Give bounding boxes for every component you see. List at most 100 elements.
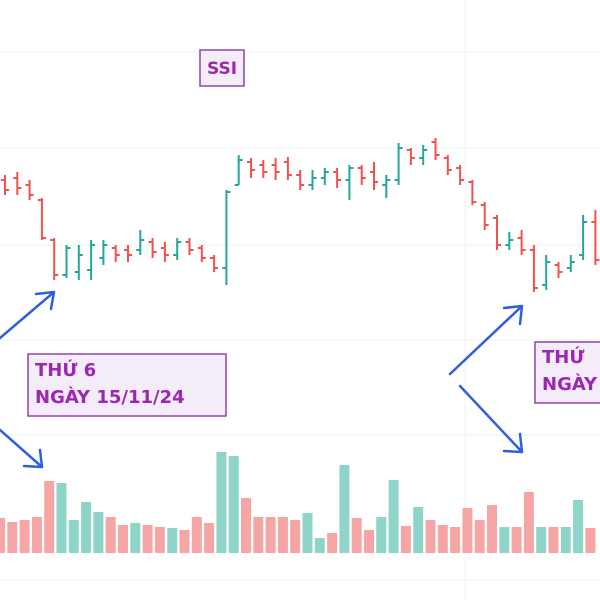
ohlc-bar bbox=[431, 138, 440, 160]
volume-bar bbox=[364, 530, 374, 553]
label-box bbox=[27, 353, 227, 417]
label-box bbox=[199, 49, 245, 87]
ohlc-bar bbox=[382, 175, 391, 198]
volume-bar bbox=[511, 527, 522, 553]
ohlc-bar bbox=[259, 160, 268, 178]
volume-bar bbox=[265, 517, 276, 553]
ohlc-bar bbox=[542, 255, 551, 290]
label-box bbox=[534, 341, 600, 404]
volume-bar bbox=[376, 517, 387, 553]
ohlc-bar bbox=[296, 170, 305, 190]
volume-bar bbox=[450, 527, 461, 553]
volume-bar bbox=[7, 522, 18, 553]
annotation: THỨ 6 NGÀY 15/11/24 bbox=[27, 353, 227, 417]
volume-bar bbox=[179, 530, 190, 553]
volume-bar bbox=[228, 456, 239, 553]
volume-bar bbox=[474, 520, 485, 553]
title-box: SSI bbox=[199, 49, 245, 87]
ohlc-bar bbox=[554, 262, 563, 278]
volume-bar bbox=[241, 498, 251, 553]
volume-bar bbox=[0, 518, 5, 553]
volume-bar bbox=[437, 525, 448, 553]
ohlc-bar bbox=[517, 230, 526, 255]
ohlc-bar bbox=[74, 245, 83, 280]
ohlc-bar bbox=[283, 157, 292, 180]
volume-bar bbox=[413, 507, 424, 553]
ohlc-bar bbox=[197, 245, 206, 262]
ohlc-bar bbox=[148, 238, 157, 258]
annotation: THỨ NGÀY bbox=[534, 341, 600, 404]
volume-bar bbox=[425, 520, 436, 553]
ohlc-bar bbox=[1, 175, 9, 195]
ohlc-bar bbox=[111, 245, 120, 262]
arrow bbox=[458, 384, 524, 454]
marks bbox=[0, 138, 600, 553]
arrows bbox=[0, 290, 524, 469]
annotation-line: NGÀY 15/11/24 bbox=[35, 386, 185, 408]
volume-bar bbox=[31, 517, 42, 553]
arrow bbox=[0, 290, 56, 340]
ohlc-bar bbox=[443, 155, 452, 175]
volume-bar bbox=[327, 533, 338, 553]
volume-bar bbox=[154, 527, 165, 553]
volume-bar bbox=[93, 512, 104, 553]
ohlc-bar bbox=[566, 255, 575, 272]
volume-bar bbox=[487, 505, 497, 553]
ohlc-bar bbox=[87, 240, 96, 280]
ohlc-bar bbox=[333, 168, 342, 188]
ohlc-bar bbox=[493, 215, 501, 250]
ohlc-bar bbox=[37, 198, 46, 240]
volume-bar bbox=[167, 528, 178, 553]
volume-bar bbox=[56, 483, 67, 553]
volume-bar bbox=[191, 517, 202, 553]
ohlc-bar bbox=[222, 190, 231, 285]
ohlc-bar bbox=[185, 238, 194, 255]
volume-bar bbox=[400, 526, 411, 553]
ohlc-bar bbox=[210, 255, 219, 272]
volume-bar bbox=[585, 528, 596, 553]
ohlc-bar bbox=[62, 245, 71, 278]
volume-bar bbox=[118, 525, 128, 553]
volume-bar bbox=[351, 518, 362, 553]
ohlc-bar bbox=[50, 238, 59, 280]
ohlc-bar bbox=[419, 145, 428, 165]
ohlc-bar bbox=[160, 242, 169, 262]
ohlc-bar bbox=[406, 148, 415, 165]
ohlc-bar bbox=[456, 165, 465, 185]
ohlc-bar bbox=[591, 210, 600, 265]
ohlc-bar bbox=[13, 172, 22, 195]
ohlc-bar bbox=[480, 202, 489, 230]
ohlc-bar bbox=[173, 238, 182, 260]
ohlc-bar bbox=[308, 170, 317, 190]
volume-bar bbox=[499, 527, 510, 553]
chart-title: SSI bbox=[207, 59, 237, 79]
volume-bar bbox=[314, 538, 325, 553]
volume-bar bbox=[290, 520, 301, 553]
volume-bar bbox=[388, 480, 399, 553]
volume-bar bbox=[573, 500, 584, 553]
volume-bar bbox=[105, 517, 116, 553]
volume-bar bbox=[216, 452, 227, 553]
ohlc-bar bbox=[529, 245, 538, 292]
volume-bar bbox=[277, 517, 288, 553]
annotation-line: THỨ 6 bbox=[35, 359, 96, 381]
ohlc-bar bbox=[271, 158, 280, 180]
ohlc-bar bbox=[136, 230, 145, 255]
ohlc-bar bbox=[505, 232, 514, 250]
ohlc-bar bbox=[99, 240, 108, 265]
volume-bar bbox=[68, 520, 79, 553]
ohlc-bar bbox=[247, 158, 255, 178]
ohlc-bar bbox=[468, 180, 477, 205]
volume-bar bbox=[560, 527, 571, 553]
volume-bar bbox=[462, 508, 473, 553]
ohlc-bar bbox=[370, 162, 378, 190]
volume-bar bbox=[44, 481, 55, 553]
volume-bar bbox=[536, 527, 547, 553]
volume-bar bbox=[548, 527, 559, 553]
arrow bbox=[0, 428, 44, 469]
ohlc-bar bbox=[357, 165, 366, 185]
arrow bbox=[448, 304, 524, 376]
